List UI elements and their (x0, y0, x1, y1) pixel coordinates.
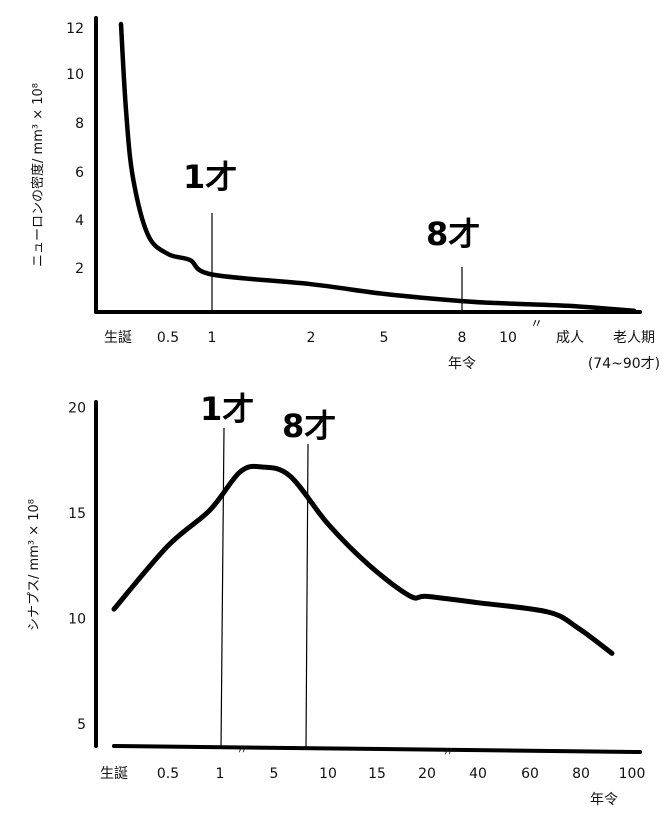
y-axis-label: シナプス/ mm³ × 10⁸ (27, 499, 42, 631)
x-tick-6: 20 (418, 766, 436, 782)
x-tick-1: 0.5 (157, 766, 179, 782)
y-tick-labels: 5 10 15 20 (68, 401, 86, 734)
x-tick-5: 15 (368, 766, 386, 782)
x-tick-7: 40 (469, 766, 487, 782)
reference-line-1-year (220, 427, 225, 749)
x-tick-9: 80 (572, 766, 590, 782)
y-tick-15: 15 (68, 506, 86, 522)
axis-break-mark-2: 〃 (442, 745, 455, 760)
y-tick-12: 12 (66, 21, 84, 37)
y-axis-label: ニューロンの密度/ mm³ × 10⁸ (30, 83, 46, 267)
x-tick-4: 5 (380, 330, 389, 346)
synapse-density-curve (111, 463, 615, 656)
x-tick-0: 生誕 (100, 766, 128, 782)
x-sublabel-age: 年令 (590, 792, 618, 808)
x-tick-labels: 生誕 0.5 1 5 10 15 20 40 60 80 100 (100, 766, 645, 782)
x-tick-0: 生誕 (104, 330, 132, 346)
y-tick-2: 2 (75, 261, 84, 277)
y-tick-4: 4 (75, 213, 84, 229)
reference-line-8-years (305, 443, 309, 750)
x-tick-3: 5 (270, 766, 279, 782)
x-axis (112, 744, 642, 754)
x-tick-2: 1 (208, 330, 217, 346)
x-tick-labels: 生誕 0.5 1 2 5 8 10 成人 老人期 (104, 330, 655, 346)
annotation-1-year: 1才 (183, 158, 237, 196)
y-tick-8: 8 (75, 116, 84, 132)
annotation-1-year: 1才 (200, 390, 254, 428)
x-sublabel-age: 年令 (448, 356, 476, 372)
x-tick-7: 成人 (556, 330, 584, 346)
x-tick-4: 10 (319, 766, 337, 782)
x-tick-5: 8 (458, 330, 467, 346)
y-tick-6: 6 (75, 165, 84, 181)
data-points (114, 474, 612, 654)
annotation-8-years: 8才 (282, 407, 336, 445)
x-tick-6: 10 (499, 330, 517, 346)
x-tick-1: 0.5 (157, 330, 179, 346)
y-tick-10: 10 (66, 67, 84, 83)
y-tick-labels: 2 4 6 8 10 12 (66, 21, 84, 277)
x-tick-8: 老人期 (613, 330, 655, 346)
neuron-density-curve (118, 21, 637, 314)
axis-break-mark-1: 〃 (236, 743, 249, 758)
x-tick-10: 100 (619, 766, 646, 782)
x-sublabel-elderly-range: (74~90才) (588, 356, 660, 372)
x-tick-8: 60 (521, 766, 539, 782)
y-tick-10: 10 (68, 612, 86, 628)
y-tick-20: 20 (68, 401, 86, 417)
y-tick-5: 5 (77, 717, 86, 733)
x-tick-3: 2 (307, 330, 316, 346)
axis-break-mark: 〃 (530, 317, 543, 332)
x-tick-2: 1 (216, 766, 225, 782)
annotation-8-years: 8才 (426, 215, 480, 253)
